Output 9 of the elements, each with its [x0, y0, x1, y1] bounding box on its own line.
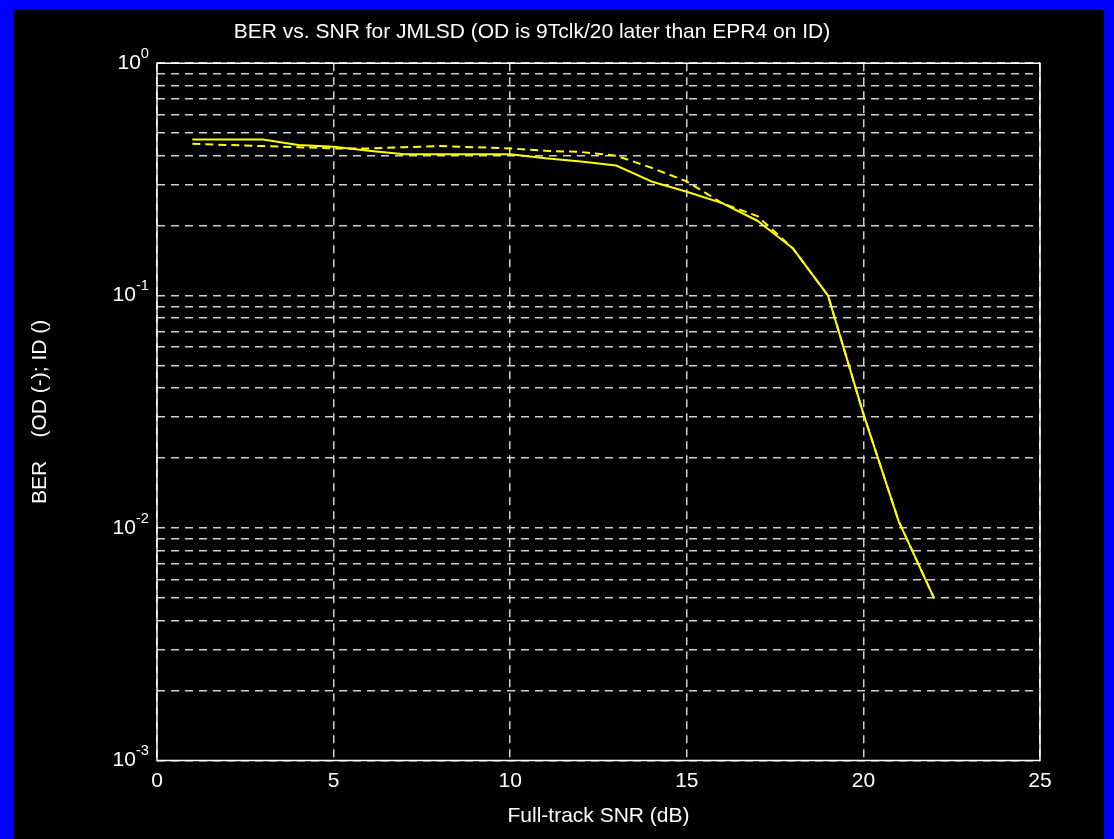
x-tick-label: 10 — [498, 768, 522, 791]
x-axis-title: Full-track SNR (dB) — [507, 803, 690, 827]
x-tick-label: 0 — [151, 768, 163, 791]
y-axis-title: BER (OD (-); ID () — [27, 319, 51, 505]
x-tick-label: 20 — [851, 768, 876, 791]
x-tick-label: 25 — [1028, 768, 1052, 791]
chart-title: BER vs. SNR for JMLSD (OD is 9Tclk/20 later than EPR4 on ID) — [233, 19, 831, 43]
x-tick-label: 5 — [327, 768, 340, 791]
x-tick-label: 15 — [675, 768, 699, 791]
